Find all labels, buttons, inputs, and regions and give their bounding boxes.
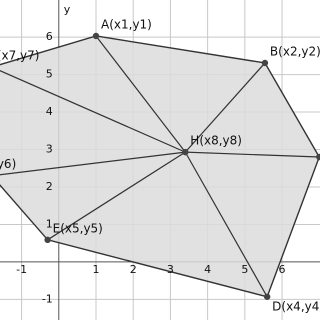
x-tick-label: 3 [167, 263, 174, 276]
y-tick-label: 1 [46, 217, 53, 230]
point-label: B(x2,y2) [270, 44, 320, 58]
y-tick-label: -1 [42, 292, 53, 305]
x-tick-label: 6 [279, 263, 286, 276]
y-tick-label: 6 [46, 30, 53, 43]
point [261, 59, 269, 67]
point-label: y6) [0, 157, 16, 171]
spoke [0, 151, 186, 176]
point [316, 153, 320, 161]
spoke [184, 151, 268, 298]
point-label: H(x8,y8) [190, 134, 242, 148]
spoke [47, 151, 186, 241]
label-layer: -1 1 2 3 4 5 6 -1 1 2 3 4 5 6 y A(x1,y1) B(x2,y2) D(x4,y4… [0, 3, 320, 313]
point-label: E(x5,y5) [53, 221, 103, 235]
x-tick-label: 5 [241, 263, 248, 276]
y-tick-label: 4 [46, 105, 53, 118]
point [44, 236, 51, 244]
polygon [0, 35, 320, 298]
spoke [0, 70, 186, 153]
x-tick-label: -1 [16, 263, 27, 276]
x-tick-label: 1 [93, 263, 100, 276]
point-label: D(x4,y4 [272, 299, 319, 313]
x-tick-label: 2 [130, 263, 137, 276]
spoke [184, 62, 266, 153]
point [263, 293, 271, 300]
spoke [185, 151, 320, 158]
y-tick-label: 2 [46, 180, 53, 193]
y-tick-label: 5 [46, 68, 53, 81]
y-tick-label: 3 [46, 143, 53, 156]
point-label: (x7,y7) [0, 49, 39, 63]
y-axis-label: y [64, 3, 71, 16]
point [182, 148, 189, 156]
spoke [95, 35, 186, 153]
point-label: A(x1,y1) [101, 17, 152, 31]
x-tick-label: 4 [204, 263, 211, 276]
point [92, 32, 100, 40]
shape-layer [0, 32, 320, 300]
